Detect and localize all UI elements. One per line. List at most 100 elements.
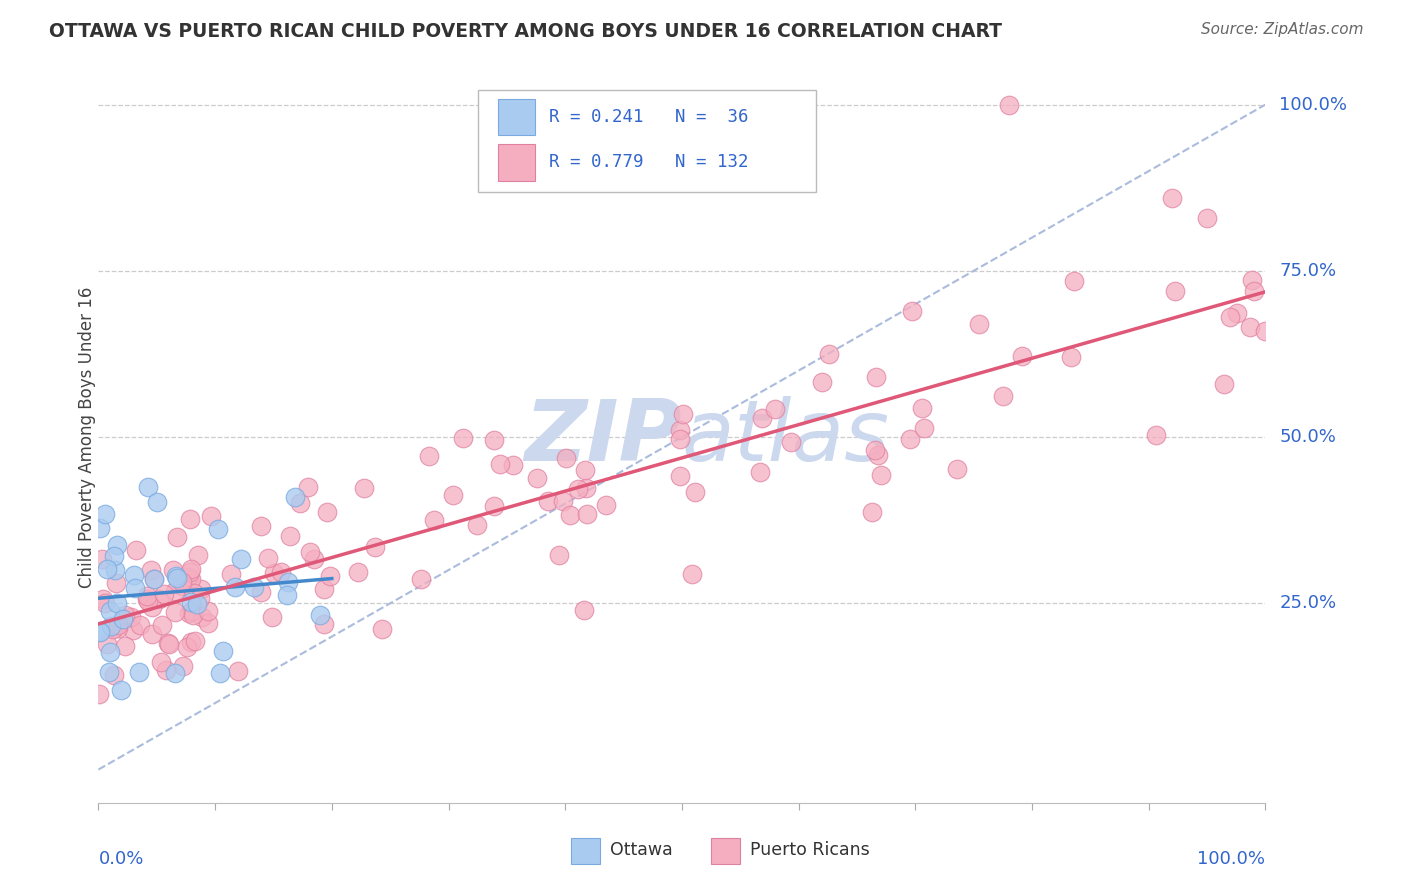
Point: [200, 508, 222, 523]
Point: [165, 569, 187, 583]
Text: atlas: atlas: [682, 395, 890, 479]
Point: [1254, 324, 1277, 338]
Point: [299, 544, 322, 558]
Point: [422, 513, 444, 527]
Point: [197, 615, 219, 630]
Point: [157, 636, 180, 650]
Point: [763, 402, 786, 417]
Point: [257, 550, 280, 565]
Point: [319, 568, 342, 582]
Point: [567, 483, 589, 497]
Point: [575, 481, 598, 495]
Point: [409, 572, 432, 586]
Point: [107, 617, 129, 632]
Bar: [571, 838, 600, 863]
Point: [548, 549, 571, 563]
Point: [226, 664, 249, 678]
Point: [105, 596, 128, 610]
Point: [302, 552, 325, 566]
Point: [284, 491, 307, 505]
Point: [112, 611, 135, 625]
Point: [1144, 427, 1167, 442]
Point: [681, 567, 703, 582]
Point: [441, 488, 464, 502]
Point: [868, 448, 890, 462]
Point: [1213, 377, 1236, 392]
Point: [142, 572, 165, 586]
Point: [209, 665, 232, 680]
Point: [250, 585, 273, 599]
Point: [1011, 349, 1033, 363]
Point: [122, 568, 145, 582]
Point: [165, 605, 187, 619]
Point: [1161, 191, 1184, 205]
Point: [353, 481, 375, 495]
Point: [124, 581, 146, 595]
Point: [93, 507, 115, 521]
Point: [946, 462, 969, 476]
Text: 75.0%: 75.0%: [1279, 262, 1337, 280]
Point: [155, 663, 177, 677]
Text: R = 0.241   N =  36: R = 0.241 N = 36: [548, 108, 748, 126]
Point: [129, 617, 152, 632]
Point: [967, 318, 990, 332]
Point: [180, 635, 202, 649]
Point: [172, 659, 194, 673]
Point: [810, 375, 832, 389]
Point: [669, 432, 692, 446]
Text: R = 0.779   N = 132: R = 0.779 N = 132: [548, 153, 748, 170]
Point: [89, 624, 111, 638]
Point: [911, 401, 934, 415]
Point: [103, 622, 125, 636]
Point: [104, 576, 127, 591]
Point: [96, 562, 118, 576]
Text: OTTAWA VS PUERTO RICAN CHILD POVERTY AMONG BOYS UNDER 16 CORRELATION CHART: OTTAWA VS PUERTO RICAN CHILD POVERTY AMO…: [49, 22, 1002, 41]
Point: [537, 494, 560, 508]
Point: [98, 604, 121, 618]
Point: [191, 610, 214, 624]
Point: [316, 505, 339, 519]
Point: [141, 600, 163, 615]
Point: [100, 619, 122, 633]
Point: [270, 565, 292, 579]
Point: [482, 499, 505, 513]
Point: [166, 530, 188, 544]
Point: [166, 570, 188, 584]
Point: [312, 582, 335, 596]
Point: [148, 592, 170, 607]
Text: 100.0%: 100.0%: [1279, 95, 1347, 113]
Point: [572, 603, 595, 617]
Point: [98, 644, 121, 658]
Point: [179, 512, 201, 526]
Point: [219, 567, 242, 582]
Point: [89, 687, 111, 701]
Point: [555, 450, 578, 465]
Point: [558, 508, 581, 523]
Point: [149, 656, 172, 670]
Point: [146, 494, 169, 508]
Point: [139, 563, 162, 577]
Point: [179, 565, 201, 579]
Bar: [498, 145, 534, 181]
Text: 0.0%: 0.0%: [98, 850, 143, 868]
Point: [371, 623, 394, 637]
Point: [669, 423, 692, 437]
Point: [465, 518, 488, 533]
Point: [574, 463, 596, 477]
Text: Ottawa: Ottawa: [610, 841, 672, 859]
Point: [150, 617, 173, 632]
Point: [186, 597, 208, 611]
Point: [1239, 320, 1261, 334]
Point: [575, 507, 598, 521]
Text: Puerto Ricans: Puerto Ricans: [749, 841, 869, 859]
Point: [1226, 306, 1249, 320]
Point: [114, 639, 136, 653]
Point: [152, 587, 174, 601]
Point: [860, 505, 883, 519]
Text: Source: ZipAtlas.com: Source: ZipAtlas.com: [1201, 22, 1364, 37]
Point: [180, 604, 202, 618]
Point: [224, 580, 246, 594]
Point: [136, 589, 159, 603]
Point: [183, 586, 205, 600]
Point: [898, 432, 921, 446]
